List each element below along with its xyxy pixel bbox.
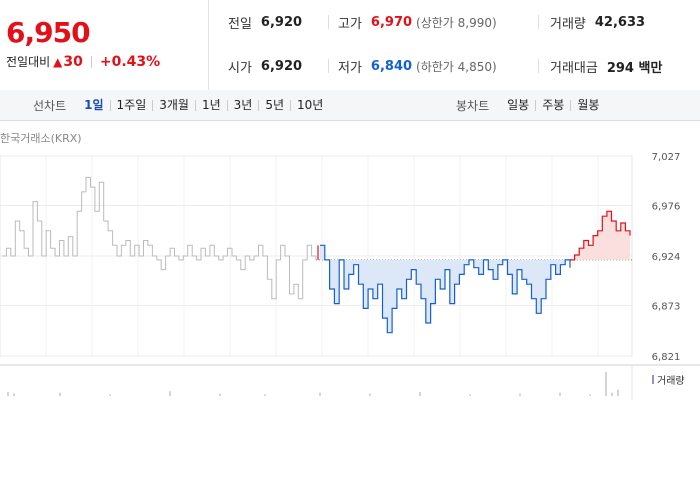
y-tick-label: 6,873	[652, 302, 681, 313]
prev-close: 전일 6,920	[228, 12, 302, 32]
range-1y[interactable]: 1년	[194, 99, 227, 111]
current-price: 6,950	[6, 16, 91, 49]
change-value: 30	[63, 53, 83, 70]
price-change: 전일대비 ▲ 30 +0.43%	[6, 53, 160, 70]
prev-close-label: 전일	[228, 16, 252, 32]
volume-value: 42,633	[594, 14, 646, 30]
divider	[538, 59, 539, 73]
trade-amount: 거래대금 294 백만	[550, 56, 662, 76]
y-tick-label: 6,976	[652, 202, 681, 213]
candle-chart-title: 봉차트	[456, 98, 490, 113]
range-3m[interactable]: 3개월	[152, 99, 195, 111]
volume-legend-label: 거래량	[657, 376, 685, 387]
amount-label: 거래대금	[550, 60, 598, 76]
upper-limit: (상한가 8,990)	[416, 15, 497, 30]
high-price: 고가 6,970 (상한가 8,990)	[338, 12, 497, 32]
range-5y[interactable]: 5년	[258, 99, 290, 111]
open-value: 6,920	[260, 58, 303, 74]
range-10y[interactable]: 10년	[290, 99, 329, 111]
open-label: 시가	[228, 60, 252, 76]
prev-day-line	[2, 176, 317, 300]
candle-daily[interactable]: 일봉	[507, 97, 530, 112]
low-label: 저가	[338, 60, 362, 76]
y-tick-label: 6,924	[652, 252, 681, 263]
chart-toolbar: 선차트 1일 1주일 3개월 1년 3년 5년 10년 봉차트 일봉 주봉 월봉	[0, 90, 700, 121]
price-chart: 7,027 6,976 6,924 6,873 6,821	[0, 152, 700, 400]
candle-monthly[interactable]: 월봉	[570, 99, 605, 111]
volume-stat: 거래량 42,633	[550, 12, 645, 32]
change-label: 전일대비	[6, 55, 51, 69]
up-triangle-icon: ▲	[53, 54, 63, 69]
y-tick-label: 6,821	[652, 352, 681, 363]
high-value: 6,970	[370, 14, 413, 30]
range-3y[interactable]: 3년	[226, 99, 259, 111]
volume-label: 거래량	[550, 16, 586, 32]
divider	[90, 55, 92, 68]
price-box: 6,950 전일대비 ▲ 30 +0.43%	[0, 0, 209, 90]
down-price-line	[320, 244, 571, 334]
up-price-line	[570, 210, 631, 261]
range-1d[interactable]: 1일	[84, 97, 104, 112]
low-value: 6,840	[370, 58, 413, 74]
divider	[538, 15, 539, 29]
volume-legend: 거래량	[652, 372, 685, 387]
prev-close-value: 6,920	[260, 14, 303, 30]
candle-chart-ranges: 봉차트 일봉 주봉 월봉	[456, 90, 605, 120]
open-price: 시가 6,920	[228, 56, 302, 76]
line-chart-title: 선차트	[33, 98, 67, 113]
lower-limit: (하한가 4,850)	[416, 59, 497, 74]
up-area-fill	[570, 211, 630, 260]
high-label: 고가	[338, 16, 362, 32]
low-price: 저가 6,840 (하한가 4,850)	[338, 56, 497, 76]
y-tick-label: 7,027	[652, 152, 681, 163]
quote-summary: 6,950 전일대비 ▲ 30 +0.43% 전일 6,920 고가 6,970…	[0, 0, 700, 91]
range-1w[interactable]: 1주일	[109, 99, 153, 111]
candle-weekly[interactable]: 주봉	[535, 99, 570, 111]
amount-value: 294 백만	[606, 60, 663, 76]
volume-swatch	[652, 375, 654, 384]
divider	[328, 59, 329, 73]
change-percent: +0.43%	[99, 53, 161, 70]
line-chart-ranges: 선차트 1일 1주일 3개월 1년 3년 5년 10년	[33, 90, 329, 120]
divider	[328, 15, 329, 29]
chart-source: 한국거래소(KRX)	[0, 132, 82, 145]
